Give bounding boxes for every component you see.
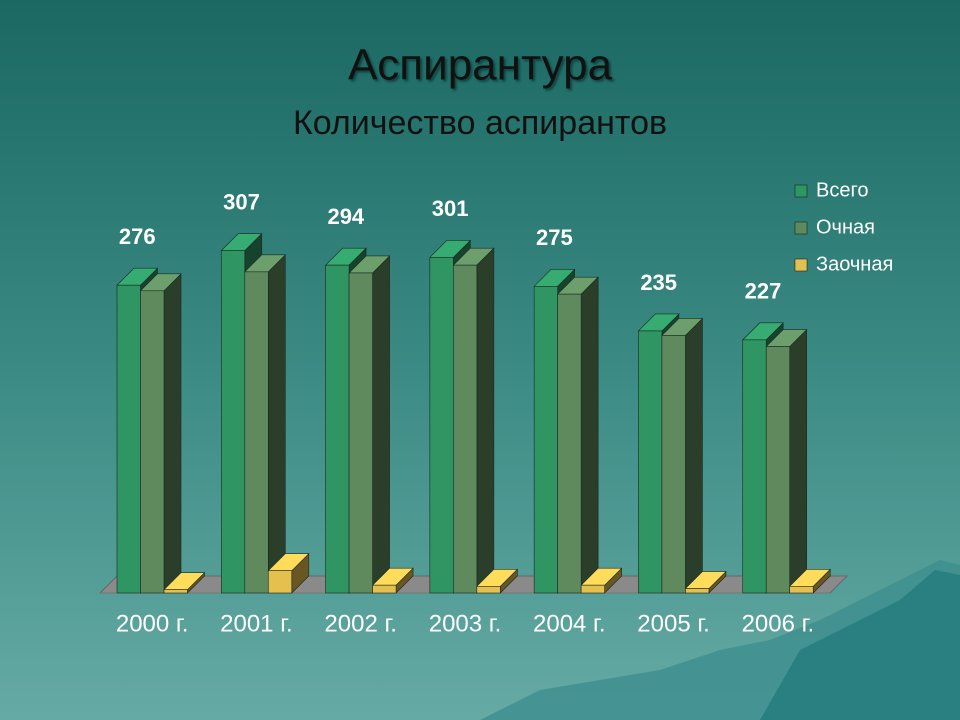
value-label: 276 — [119, 224, 156, 249]
legend-label: Всего — [816, 179, 868, 201]
value-label: 227 — [745, 279, 782, 304]
bar — [638, 330, 663, 594]
bar — [661, 335, 686, 594]
bar-side — [580, 276, 599, 594]
slide-title: Аспирантура — [348, 41, 613, 90]
bar — [533, 286, 558, 594]
bar-side — [476, 247, 495, 594]
slide-subtitle: Количество аспирантов — [293, 104, 667, 142]
bar — [220, 250, 246, 594]
bar — [557, 293, 582, 594]
bar — [453, 264, 478, 594]
bar — [348, 272, 373, 594]
bar-side — [789, 328, 808, 594]
x-tick-label: 2005 г. — [637, 610, 710, 637]
bar — [789, 586, 814, 594]
bar — [429, 257, 454, 594]
bar — [140, 290, 165, 594]
x-tick-label: 2004 г. — [533, 610, 606, 637]
bar — [116, 284, 141, 594]
value-label: 275 — [536, 225, 573, 250]
bar-side — [372, 255, 390, 594]
mountains-front — [760, 570, 960, 720]
bar — [267, 570, 293, 594]
bar-side — [685, 317, 703, 594]
x-tick-label: 2000 г. — [116, 610, 189, 637]
value-label: 307 — [223, 189, 260, 214]
legend-label: Заочная — [816, 253, 893, 275]
bar — [685, 588, 710, 594]
value-label: 235 — [640, 270, 677, 295]
bar-side — [267, 254, 286, 594]
legend-marker — [794, 258, 808, 272]
x-tick-label: 2001 г. — [220, 610, 293, 637]
x-tick-label: 2002 г. — [324, 610, 397, 637]
x-tick-label: 2003 г. — [429, 610, 502, 637]
bar — [476, 586, 501, 594]
bar — [325, 264, 350, 594]
bar-side — [163, 273, 182, 594]
value-label: 294 — [327, 204, 364, 229]
legend-marker — [794, 184, 808, 198]
bar — [163, 589, 188, 594]
bar — [765, 346, 791, 594]
x-tick-label: 2006 г. — [742, 610, 815, 637]
legend-marker — [794, 221, 808, 235]
bar — [244, 271, 269, 594]
value-label: 301 — [432, 196, 469, 221]
bar — [580, 584, 605, 594]
bar — [742, 339, 767, 594]
legend-label: Очная — [816, 216, 875, 238]
bar — [372, 584, 397, 594]
